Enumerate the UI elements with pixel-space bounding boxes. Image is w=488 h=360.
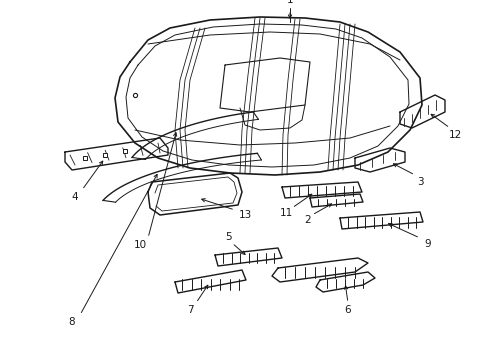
Text: 5: 5 [224, 232, 231, 242]
Text: 13: 13 [238, 210, 251, 220]
Text: 8: 8 [68, 317, 75, 327]
Text: 11: 11 [279, 208, 292, 218]
Text: 6: 6 [344, 305, 350, 315]
Text: 12: 12 [447, 130, 461, 140]
Text: 2: 2 [304, 215, 311, 225]
Text: 9: 9 [424, 239, 430, 249]
Text: 10: 10 [133, 240, 146, 250]
Text: 3: 3 [416, 177, 423, 187]
Text: 4: 4 [72, 192, 78, 202]
Text: 7: 7 [186, 305, 193, 315]
Text: 1: 1 [286, 0, 293, 5]
